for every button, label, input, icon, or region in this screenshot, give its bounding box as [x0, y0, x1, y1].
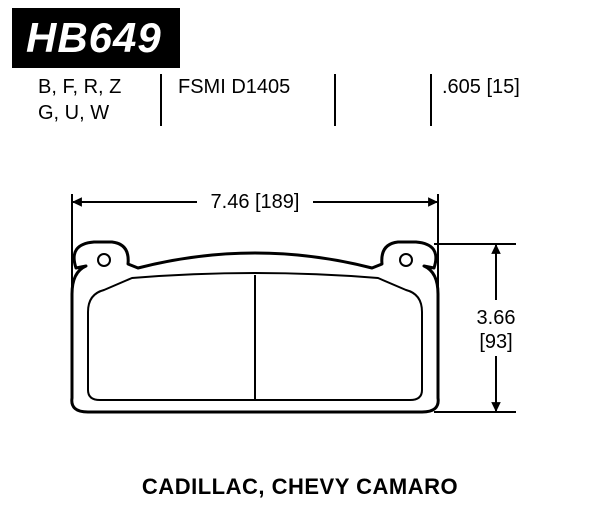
spec-codes-line1: B, F, R, Z: [38, 74, 121, 100]
brake-pad-diagram: 7.46 [189] 3.66[93]: [30, 162, 570, 462]
spec-fsmi: FSMI D1405: [178, 74, 290, 100]
specs-row: B, F, R, Z G, U, W FSMI D1405 .605 [15]: [36, 70, 566, 142]
divider: [430, 74, 432, 126]
spec-thickness: .605 [15]: [442, 74, 520, 100]
drawing-area: 7.46 [189] 3.66[93]: [30, 162, 570, 462]
divider: [160, 74, 162, 126]
spec-codes: B, F, R, Z G, U, W: [38, 74, 121, 126]
svg-text:3.66: 3.66: [477, 307, 516, 329]
svg-text:7.46 [189]: 7.46 [189]: [211, 191, 300, 213]
page: HB649 B, F, R, Z G, U, W FSMI D1405 .605…: [0, 0, 600, 518]
part-number: HB649: [26, 14, 162, 61]
spec-codes-line2: G, U, W: [38, 100, 121, 126]
divider: [334, 74, 336, 126]
svg-text:[93]: [93]: [479, 331, 512, 353]
header-bar: HB649: [12, 8, 180, 68]
applications: CADILLAC, CHEVY CAMARO: [0, 474, 600, 500]
